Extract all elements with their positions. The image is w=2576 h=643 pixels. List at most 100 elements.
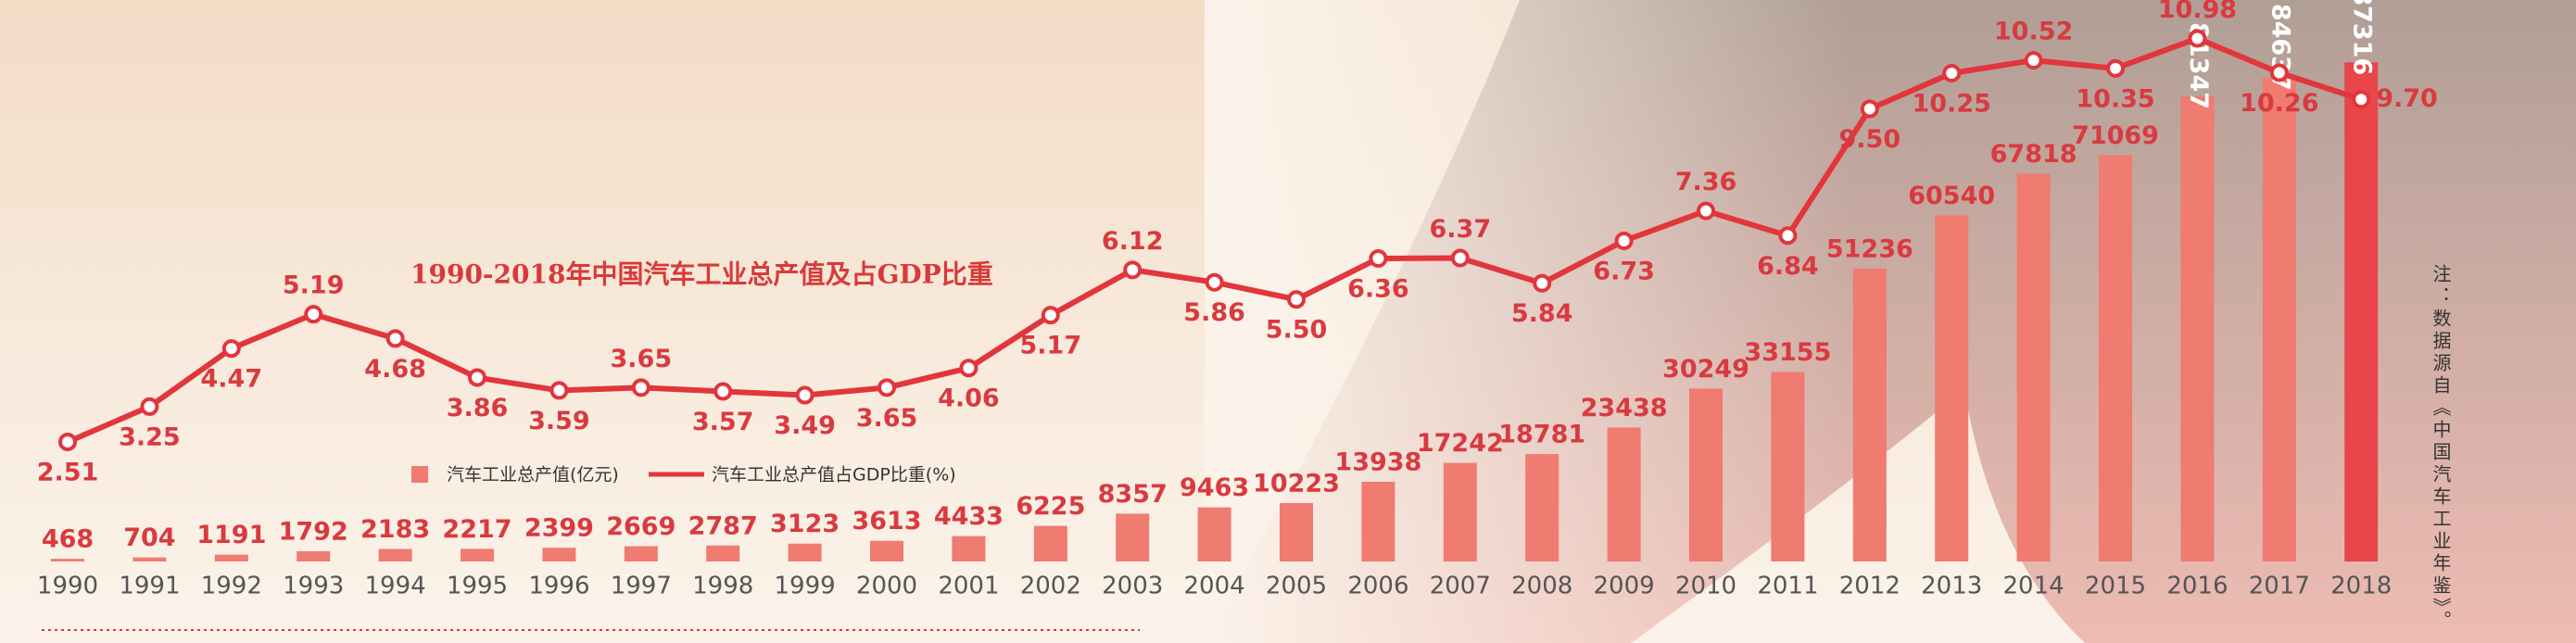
- bar: [461, 548, 494, 561]
- x-tick-label: 1997: [611, 573, 672, 600]
- bar: [1689, 388, 1723, 561]
- line-point: [713, 382, 733, 401]
- line-point: [140, 397, 159, 416]
- bar: [2099, 155, 2132, 561]
- bar: [1852, 268, 1887, 561]
- line-point: [959, 359, 979, 378]
- x-tick-label: 2003: [1102, 573, 1163, 600]
- bar-value-label: 51236: [1826, 234, 1913, 263]
- bar: [2262, 77, 2296, 561]
- line-value-label: 10.26: [2240, 89, 2318, 118]
- line-value-label: 5.50: [1266, 316, 1328, 345]
- bar-value-label: 87316: [2348, 0, 2377, 75]
- bar: [1771, 372, 1805, 561]
- bar-value-label: 1792: [279, 517, 348, 546]
- line-point: [2269, 63, 2289, 82]
- x-tick-label: 1992: [201, 573, 262, 600]
- bar-value-label: 17242: [1417, 429, 1504, 458]
- x-tick-label: 1995: [447, 573, 508, 600]
- line-value-label: 10.25: [1912, 89, 1990, 118]
- bar-value-label: 67818: [1990, 140, 2077, 169]
- bar-value-label: 2399: [524, 514, 594, 543]
- x-tick-label: 2015: [2085, 573, 2146, 600]
- bar-value-label: 23438: [1581, 394, 1668, 422]
- x-tick-label: 2010: [1675, 573, 1736, 600]
- chart-title: 1990-2018年中国汽车工业总产值及占GDP比重: [410, 259, 993, 290]
- line-value-label: 6.36: [1347, 274, 1409, 303]
- line-value-label: 10.98: [2158, 0, 2237, 24]
- line-point: [2024, 51, 2043, 70]
- bar-value-label: 13938: [1334, 448, 1421, 477]
- bar: [214, 554, 248, 561]
- x-tick-label: 2005: [1266, 573, 1327, 600]
- bar-value-label: 1191: [196, 521, 266, 549]
- bar-value-label: 6225: [1016, 492, 1085, 521]
- x-tick-label: 2012: [1839, 573, 1900, 600]
- bar: [1197, 507, 1231, 561]
- x-tick-label: 2008: [1511, 573, 1572, 600]
- line-point: [2188, 29, 2207, 48]
- legend: 汽车工业总产值(亿元) 汽车工业总产值占GDP比重(%): [411, 465, 956, 485]
- line-point: [468, 368, 486, 387]
- line-point: [1123, 260, 1143, 280]
- bar: [133, 557, 167, 561]
- line-value-label: 5.84: [1511, 299, 1573, 328]
- bar: [788, 543, 822, 561]
- line-value-label: 2.51: [37, 458, 99, 486]
- line-point: [58, 432, 77, 451]
- bar: [952, 536, 986, 561]
- line-value-label: 3.49: [774, 411, 836, 440]
- bar: [1361, 482, 1395, 561]
- bar: [297, 550, 331, 561]
- line-point: [1697, 201, 1715, 221]
- line-point: [1369, 248, 1388, 268]
- bar-value-label: 704: [123, 523, 175, 552]
- line-value-label: 7.36: [1675, 168, 1737, 196]
- bar: [1033, 525, 1067, 561]
- x-tick-label: 2018: [2330, 573, 2392, 600]
- line-point: [1778, 226, 1798, 246]
- bar: [870, 540, 903, 561]
- line-point: [1860, 99, 1879, 119]
- bar: [1525, 454, 1559, 561]
- bar-value-label: 18781: [1498, 421, 1585, 449]
- x-tick-label: 2002: [1020, 573, 1081, 600]
- bar: [1935, 215, 1969, 561]
- line-value-label: 3.59: [528, 407, 590, 435]
- bar: [2016, 173, 2051, 562]
- line-value-label: 3.86: [447, 394, 509, 422]
- bar-value-label: 2787: [688, 511, 758, 540]
- bar: [1443, 462, 1477, 561]
- line-value-label: 3.65: [610, 345, 672, 373]
- bar: [1280, 502, 1313, 561]
- bar: [542, 548, 576, 561]
- line-point: [795, 385, 814, 405]
- legend-label: 汽车工业总产值占GDP比重(%): [712, 465, 956, 485]
- line-value-label: 6.12: [1102, 227, 1164, 256]
- x-tick-label: 2000: [856, 573, 917, 600]
- line-point: [1041, 306, 1060, 325]
- line-value-label: 3.65: [856, 404, 918, 433]
- bar: [51, 559, 84, 561]
- bar-value-label: 468: [42, 525, 94, 554]
- bar: [2180, 96, 2215, 561]
- line-point: [1942, 63, 1962, 82]
- bar-value-label: 9463: [1180, 473, 1249, 502]
- bar-value-label: 33155: [1744, 338, 1831, 367]
- line-point: [2352, 90, 2371, 109]
- line-value-label: 4.68: [364, 355, 426, 384]
- line-value-label: 6.37: [1429, 215, 1491, 244]
- x-tick-label: 1996: [528, 573, 589, 600]
- bar: [1116, 513, 1150, 561]
- line-value-label: 6.73: [1593, 257, 1655, 285]
- bar: [2344, 62, 2379, 562]
- x-tick-label: 2017: [2249, 573, 2310, 600]
- bar-value-label: 2183: [360, 515, 430, 544]
- x-tick-label: 2001: [938, 573, 999, 600]
- line-point: [304, 305, 323, 324]
- line-point: [631, 378, 650, 397]
- line-value-label: 3.57: [692, 408, 754, 436]
- legend-swatch: [411, 466, 428, 483]
